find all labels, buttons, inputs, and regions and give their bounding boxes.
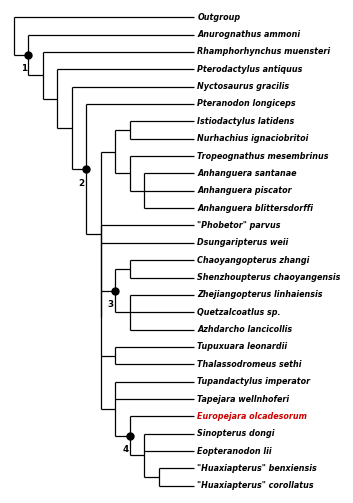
Text: 1: 1 (20, 64, 27, 73)
Text: Europejara olcadesorum: Europejara olcadesorum (197, 412, 307, 421)
Text: Thalassodromeus sethi: Thalassodromeus sethi (197, 360, 302, 369)
Text: Tapejara wellnhoferi: Tapejara wellnhoferi (197, 394, 289, 403)
Text: Dsungaripterus weii: Dsungaripterus weii (197, 238, 288, 247)
Text: Quetzalcoatlus sp.: Quetzalcoatlus sp. (197, 308, 281, 317)
Text: Nurhachius ignaciobritoi: Nurhachius ignaciobritoi (197, 134, 309, 143)
Text: Chaoyangopterus zhangi: Chaoyangopterus zhangi (197, 256, 310, 265)
Text: 4: 4 (122, 446, 128, 455)
Text: "Huaxiapterus" corollatus: "Huaxiapterus" corollatus (197, 481, 314, 490)
Text: Anhanguera blittersdorffi: Anhanguera blittersdorffi (197, 204, 313, 213)
Text: Nyctosaurus gracilis: Nyctosaurus gracilis (197, 82, 289, 91)
Text: Tupandactylus imperator: Tupandactylus imperator (197, 377, 310, 386)
Text: Zhejiangopterus linhaiensis: Zhejiangopterus linhaiensis (197, 290, 323, 299)
Text: Rhamphorhynchus muensteri: Rhamphorhynchus muensteri (197, 47, 330, 56)
Text: Anurognathus ammoni: Anurognathus ammoni (197, 30, 300, 39)
Text: Istiodactylus latidens: Istiodactylus latidens (197, 117, 294, 126)
Text: 3: 3 (108, 300, 114, 309)
Text: Outgroup: Outgroup (197, 13, 240, 22)
Text: "Phobetor" parvus: "Phobetor" parvus (197, 221, 281, 230)
Text: Pteranodon longiceps: Pteranodon longiceps (197, 100, 296, 109)
Text: Shenzhoupterus chaoyangensis: Shenzhoupterus chaoyangensis (197, 273, 341, 282)
Text: Anhanguera piscator: Anhanguera piscator (197, 186, 292, 195)
Text: "Huaxiapterus" benxiensis: "Huaxiapterus" benxiensis (197, 464, 317, 473)
Text: Sinopterus dongi: Sinopterus dongi (197, 429, 275, 438)
Text: Tropeognathus mesembrinus: Tropeognathus mesembrinus (197, 151, 329, 160)
Text: Tupuxuara leonardii: Tupuxuara leonardii (197, 343, 287, 352)
Text: Pterodactylus antiquus: Pterodactylus antiquus (197, 65, 303, 74)
Text: Azhdarcho lancicollis: Azhdarcho lancicollis (197, 325, 292, 334)
Text: Anhanguera santanae: Anhanguera santanae (197, 169, 297, 178)
Text: Eopteranodon lii: Eopteranodon lii (197, 447, 272, 456)
Text: 2: 2 (79, 179, 85, 188)
